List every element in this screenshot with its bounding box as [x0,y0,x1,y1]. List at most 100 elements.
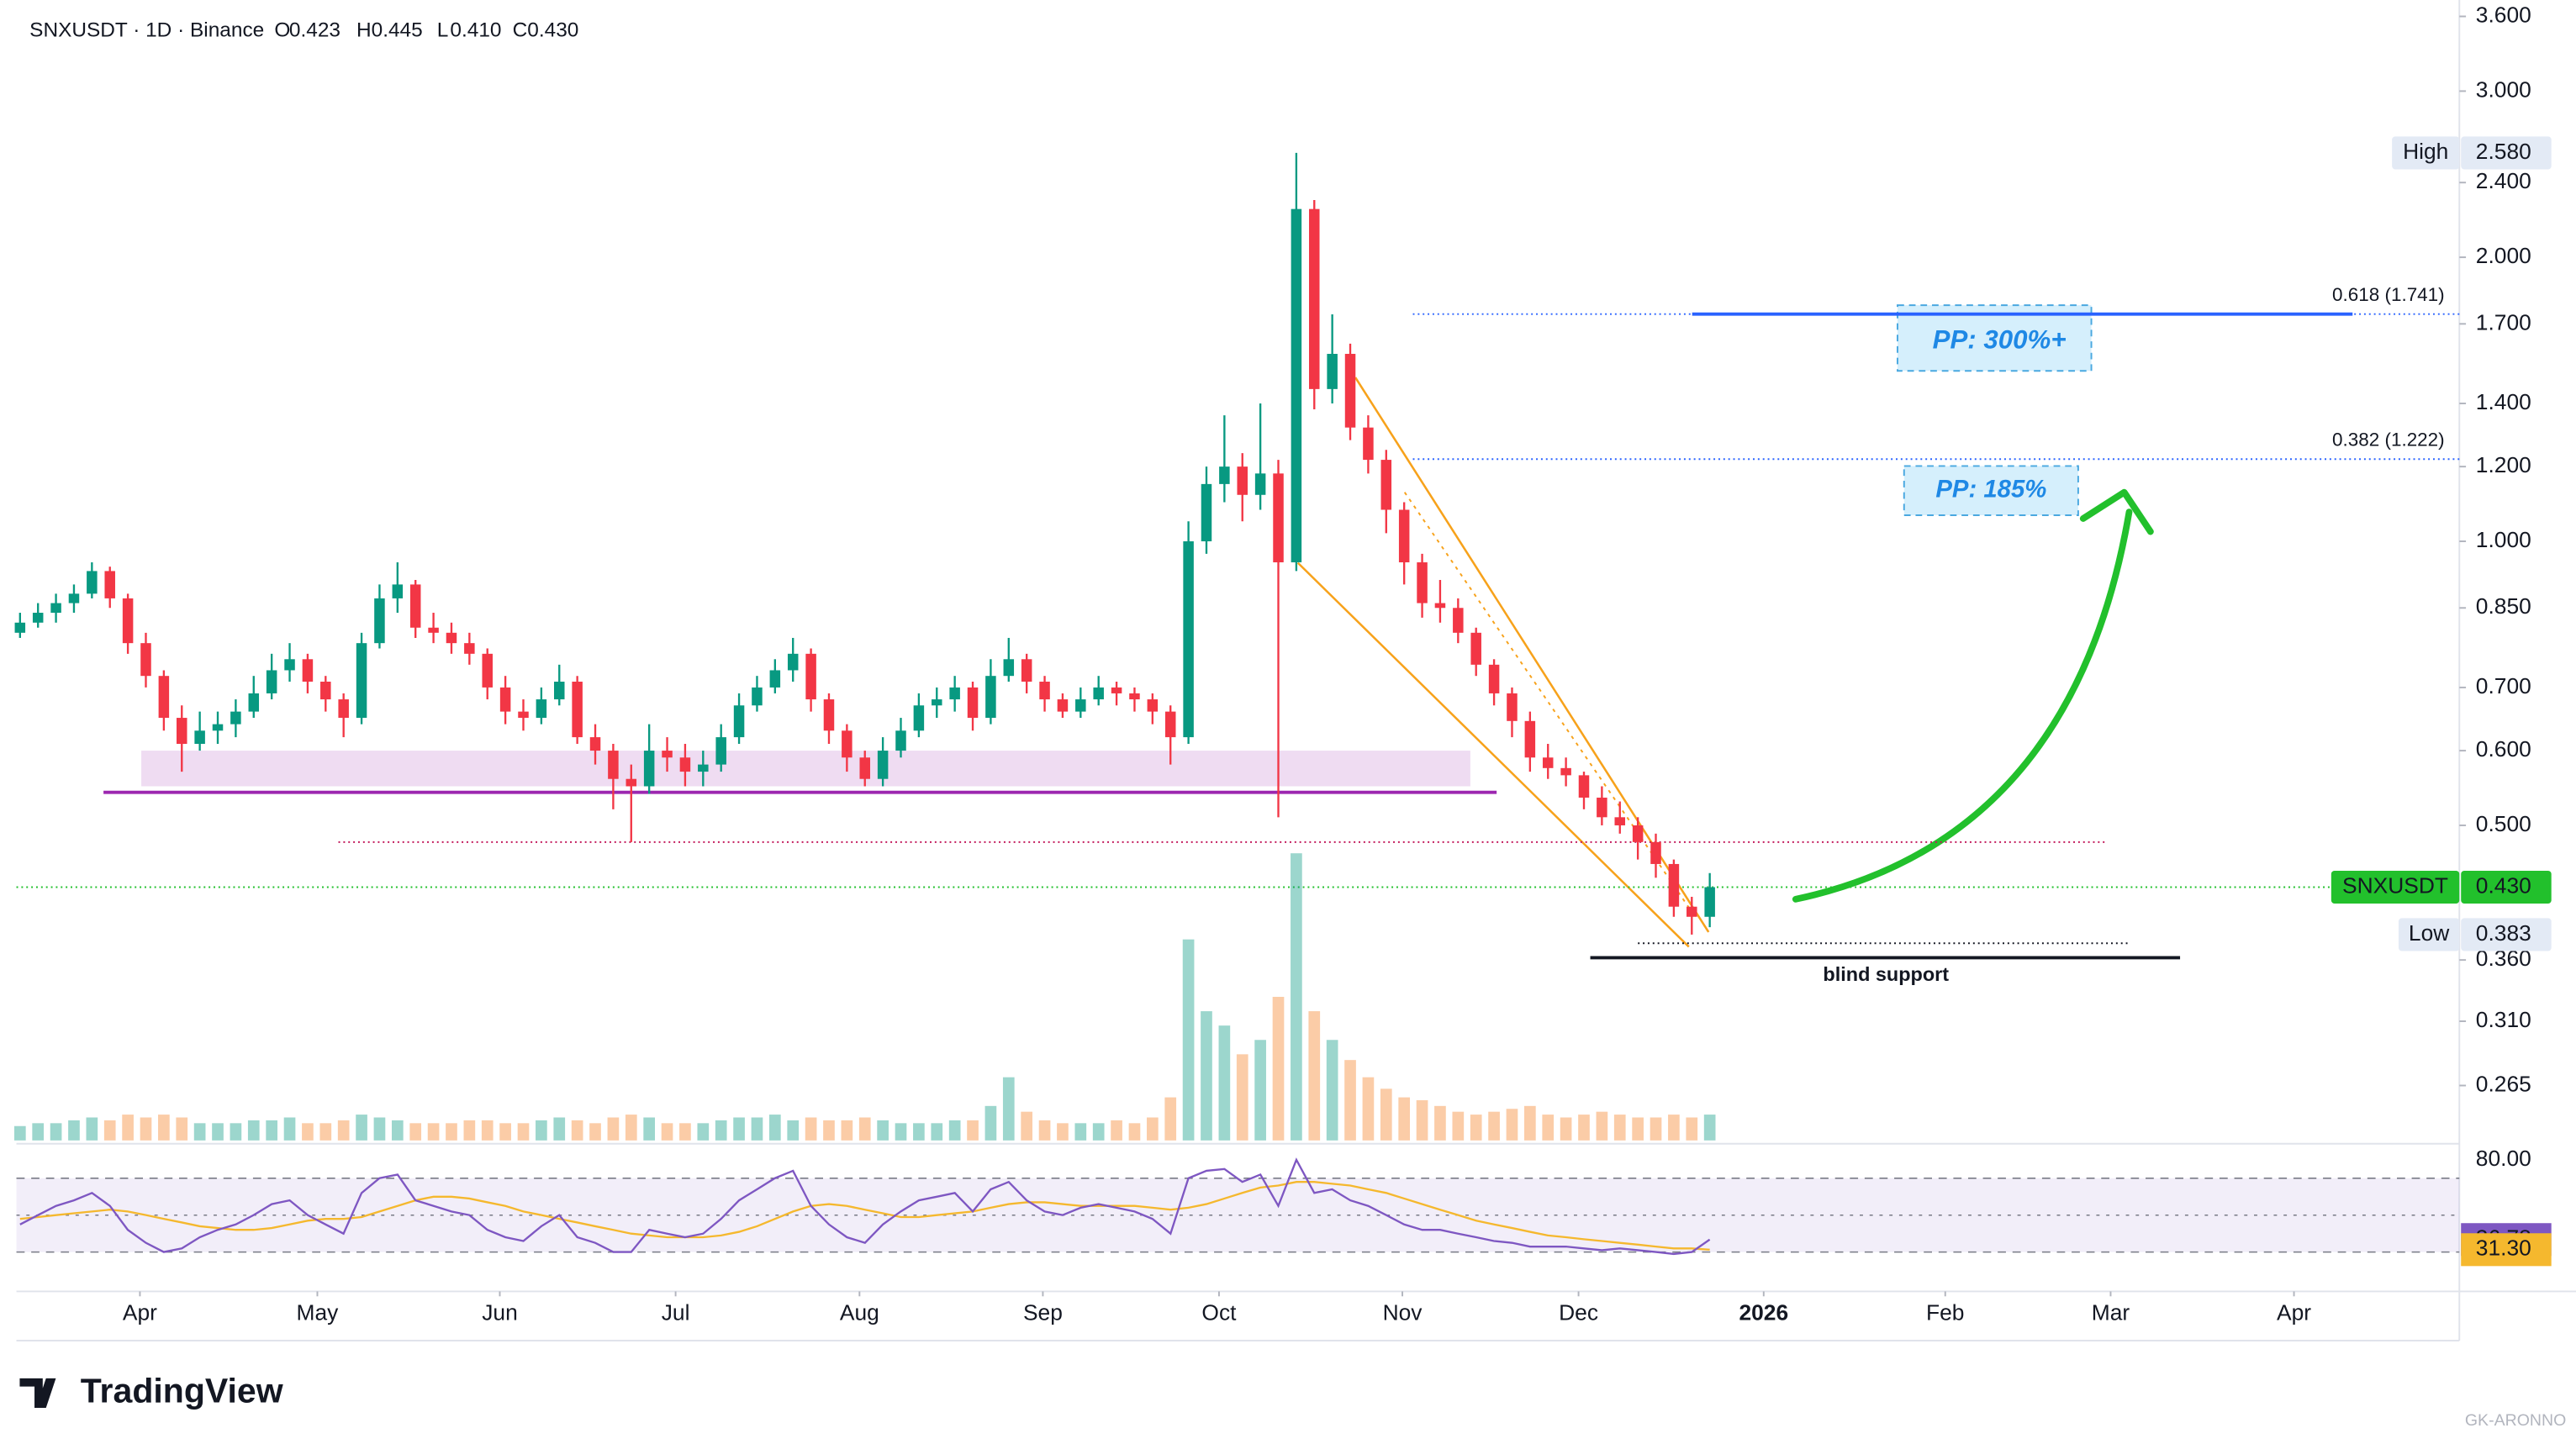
high-badge-value-bg [2461,136,2552,170]
low-badge-label: Low [2409,920,2450,946]
volume-bar [733,1117,745,1141]
candle-body [518,711,529,719]
volume-bar [553,1117,566,1141]
volume-bar [1703,1115,1716,1141]
volume-bar [1111,1120,1122,1141]
candle-body [679,757,691,772]
low-badge-label-bg [2398,918,2460,951]
candle-body [482,653,493,688]
y-tick-label: 2.000 [2476,243,2531,268]
candle-body [1488,664,1500,693]
target-box [1896,304,2093,372]
volume-bar [1416,1099,1428,1141]
volume-bar [948,1120,961,1141]
candle-body [1057,699,1069,712]
volume-bar [1038,1120,1051,1141]
candle-body [50,603,61,614]
volume-bar [356,1115,367,1141]
candle-body [536,699,547,719]
volume-bar [463,1120,476,1141]
candle-body [428,627,439,633]
x-tick-label: Aug [840,1300,879,1325]
candle-body [176,718,187,745]
volume-bar [1236,1054,1248,1141]
volume-bar [103,1120,116,1141]
candle-body [554,682,565,700]
volume-bar [607,1117,620,1141]
candle-body [14,622,26,633]
volume-bar [302,1123,314,1141]
y-tick-label: 0.600 [2476,736,2531,762]
brand-name: TradingView [81,1371,283,1410]
x-tick-label: Feb [1926,1300,1964,1325]
volume-bar [1092,1123,1105,1141]
candle-body [1344,354,1356,428]
x-tick-label: Apr [123,1300,157,1325]
candle-body [32,613,44,623]
volume-bar [1506,1109,1518,1141]
volume-bar [841,1120,853,1141]
candle-body [608,751,619,779]
candle-body [1704,887,1715,917]
candle-body [877,751,889,779]
volume-bar [895,1123,907,1141]
volume-bar [931,1123,943,1141]
candle-body [1201,483,1212,542]
ohlc-value: 0.430 [527,19,578,42]
candle-body [752,687,763,706]
x-tick-label: Nov [1383,1300,1423,1325]
candle-body [787,653,799,671]
watermark: GK-ARONNO [2465,1411,2566,1430]
candle-body [1417,562,1428,603]
ohlc-name: H [356,19,372,42]
volume-bar [1254,1040,1266,1141]
candle-body [1111,687,1122,693]
y-tick-label: 0.265 [2476,1071,2531,1096]
ohlc-value: 0.445 [372,19,423,42]
candle-body [859,757,870,779]
volume-bar [589,1123,601,1141]
volume-bar [625,1115,637,1141]
candle-body [1470,632,1481,665]
volume-bar [517,1123,530,1141]
volume-bar [1613,1115,1626,1141]
candle-body [967,687,979,719]
volume-bar [1380,1088,1392,1141]
candle-body [662,751,673,758]
candle-body [1164,711,1176,738]
fib-label: 0.382 (1.222) [2332,430,2445,451]
candle-body [122,598,134,644]
volume-bar [1272,997,1285,1141]
volume-bar [427,1123,440,1141]
candle-body [1327,354,1338,389]
ohlc-value: 0.423 [289,19,340,42]
target-label: PP: 185% [1935,475,2046,503]
volume-bar [68,1120,80,1141]
volume-bar [967,1120,979,1141]
volume-bar [1057,1123,1069,1141]
candle-body [1147,699,1159,712]
y-tick-label: 2.400 [2476,168,2531,193]
volume-bar [122,1115,134,1141]
last-badge-label: SNXUSDT [2342,872,2448,898]
volume-bar [1164,1097,1177,1141]
ohlc-name: O [274,19,290,42]
ohlc-value: 0.410 [450,19,501,42]
symbol-title: SNXUSDT · 1D · Binance [29,19,264,42]
candle-body [1687,906,1697,917]
y-tick-label: 1.000 [2476,527,2531,552]
candle-body [356,643,367,719]
volume-bar [1002,1077,1015,1141]
y-tick-label: 1.200 [2476,452,2531,477]
candle-body [1093,687,1104,700]
candle-body [1219,466,1230,484]
wedge-mid [1403,492,1693,914]
volume-bar [1560,1117,1572,1141]
candle-body [1597,797,1607,818]
last-badge-value-bg [2461,870,2552,904]
volume-bar [283,1117,296,1141]
candle-body [1398,509,1410,563]
volume-bar [1596,1111,1608,1141]
candle-body [895,730,906,751]
candle-body [1434,603,1446,609]
